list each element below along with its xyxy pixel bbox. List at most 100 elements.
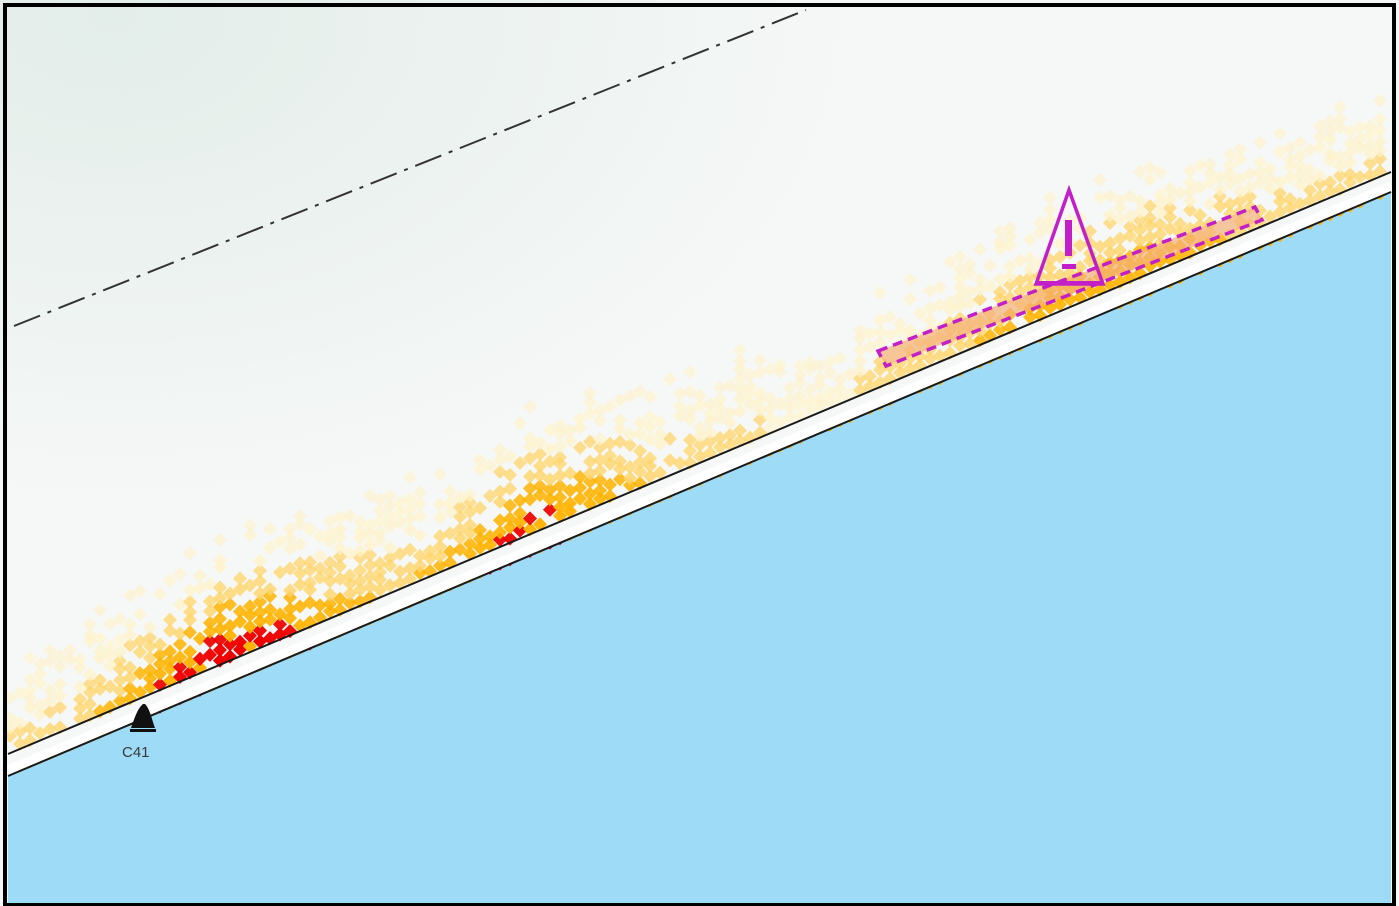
heat-cell (182, 583, 198, 598)
heat-cell (142, 630, 158, 645)
heat-cell (1022, 262, 1038, 277)
heat-cell (1162, 192, 1178, 207)
heat-cell (222, 637, 238, 652)
heat-cell (262, 612, 278, 627)
alert-zone-outline[interactable] (875, 204, 1265, 369)
heat-cell (1112, 201, 1128, 216)
heat-cell (1132, 213, 1148, 228)
heat-cell (52, 688, 68, 703)
heat-cell (382, 558, 398, 573)
bell-marker-icon[interactable] (130, 704, 156, 732)
heat-cell (1372, 143, 1388, 158)
heat-cell (372, 514, 388, 529)
heat-cell (602, 456, 618, 471)
heat-cell (342, 576, 358, 591)
heat-cell (692, 388, 708, 403)
heat-cell (132, 607, 148, 622)
heat-cell (942, 254, 958, 269)
heat-cell (1252, 175, 1268, 190)
heat-cell (432, 497, 448, 512)
heat-cell (1292, 148, 1308, 163)
heat-cell (282, 521, 298, 537)
heat-cell (1102, 245, 1118, 260)
heat-cell (202, 634, 218, 649)
heat-cell (482, 537, 498, 552)
heat-cell (432, 467, 448, 482)
heat-cell (212, 532, 228, 547)
heat-cell (1272, 205, 1288, 220)
sea-area (8, 190, 1391, 906)
heat-cell (782, 410, 798, 425)
heat-cell (1372, 123, 1388, 138)
heat-cell (1282, 192, 1298, 207)
heat-cell (1162, 200, 1178, 216)
heat-cell (622, 427, 638, 442)
heat-cell (442, 484, 458, 499)
heat-cell (242, 628, 258, 643)
heat-cell (162, 644, 178, 659)
heat-cell (42, 643, 58, 658)
heat-cell (772, 396, 788, 411)
heat-cell (1322, 146, 1338, 161)
warning-triangle-icon[interactable] (1033, 184, 1106, 286)
heat-cell (1232, 152, 1248, 167)
heat-cell (252, 594, 268, 609)
heat-cell (552, 439, 568, 454)
heat-cell (542, 441, 558, 456)
heat-cell (1222, 147, 1238, 162)
heat-cell (212, 642, 228, 658)
heat-cell (262, 602, 278, 617)
heat-cell (102, 639, 118, 654)
heat-cell (1212, 182, 1228, 197)
alert-zone[interactable] (875, 184, 1265, 369)
heat-cell (132, 584, 148, 599)
heat-cell (962, 257, 978, 272)
heat-cell (182, 594, 198, 609)
heat-cell (252, 574, 268, 589)
heat-cell (1192, 207, 1208, 223)
heat-cell (862, 339, 878, 354)
heat-cell (1192, 180, 1208, 195)
heat-cell (392, 546, 408, 561)
heat-cell (212, 611, 228, 626)
heat-cell (162, 573, 178, 588)
heat-cell (1272, 126, 1288, 141)
heat-cell (992, 235, 1008, 250)
heat-cell (102, 679, 118, 694)
heat-cell (372, 572, 388, 587)
heat-cell (582, 474, 598, 489)
heat-cell (412, 565, 428, 581)
heat-cell (272, 617, 288, 632)
heat-cell (572, 491, 588, 506)
heat-cell (1182, 175, 1198, 190)
heat-cell (412, 485, 428, 501)
heat-cell (1132, 193, 1148, 208)
heat-cell (312, 598, 328, 613)
heat-cell (622, 471, 638, 486)
heat-cell (492, 442, 508, 457)
heat-cell (42, 722, 58, 737)
heat-cell (702, 397, 718, 412)
heat-cell (222, 628, 238, 643)
heat-cell (82, 617, 98, 632)
heat-cell (342, 546, 358, 561)
bell-marker[interactable]: C41 (122, 704, 156, 761)
heat-cell (1132, 222, 1148, 238)
heat-cell (72, 701, 88, 716)
heat-cell (602, 436, 618, 451)
heat-cell (1182, 163, 1198, 179)
heat-cell (522, 481, 538, 496)
heat-cell (1132, 164, 1148, 179)
heat-cell (862, 326, 878, 341)
heat-cell (1312, 139, 1328, 155)
heat-cell (1052, 236, 1068, 251)
heat-cell (512, 506, 528, 521)
heat-cell (602, 448, 618, 463)
heat-cell (1212, 199, 1228, 214)
heat-cell (642, 432, 658, 447)
heat-cell (142, 639, 158, 654)
heat-cell (722, 406, 738, 421)
heat-cell (642, 458, 658, 473)
heat-cell (112, 632, 128, 647)
